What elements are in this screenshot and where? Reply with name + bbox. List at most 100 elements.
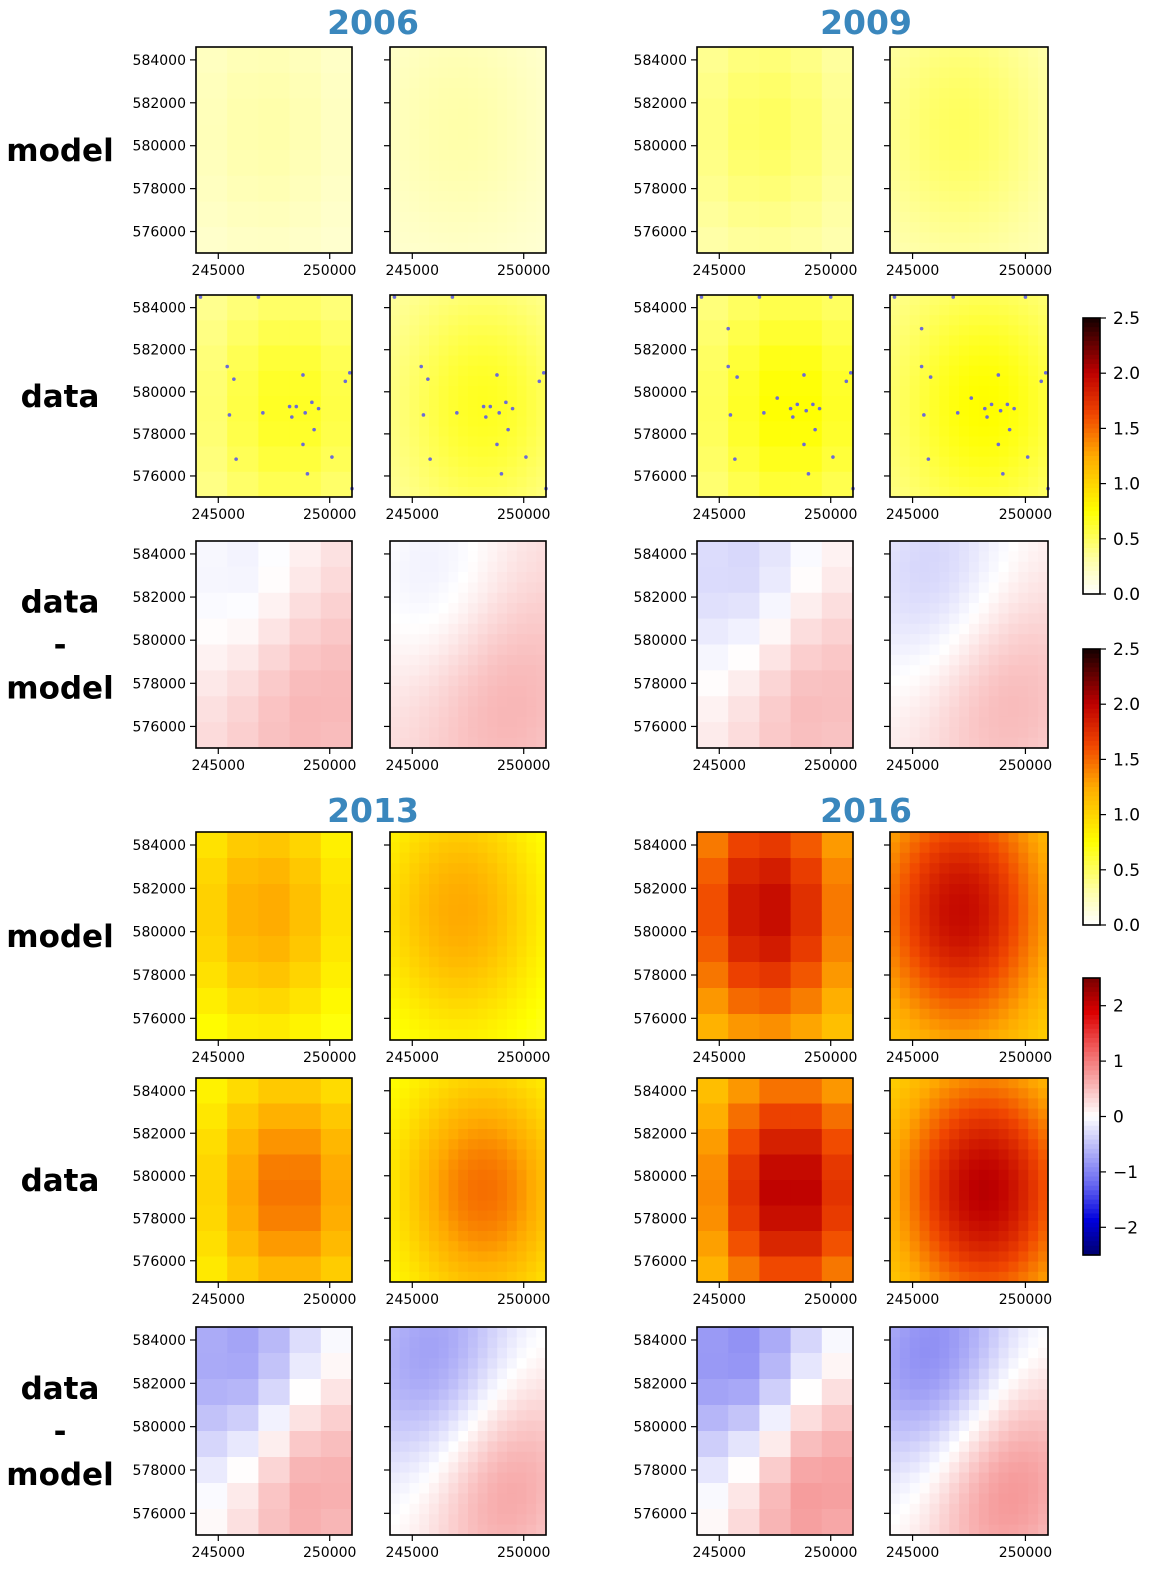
heatmap-cell <box>477 129 489 141</box>
heatmap-cell <box>1018 832 1029 843</box>
heatmap-cell <box>399 119 411 130</box>
heatmap-cell <box>458 1019 469 1031</box>
heatmap-cell <box>909 1271 921 1283</box>
heatmap-cell <box>728 541 760 568</box>
heatmap-cell <box>487 1410 498 1422</box>
heatmap-cell <box>399 201 411 213</box>
heatmap-cell <box>929 486 940 498</box>
heatmap-cell <box>978 129 990 141</box>
heatmap-cell <box>909 1420 921 1432</box>
heatmap-cell <box>988 1271 1000 1283</box>
heatmap-cell <box>477 1251 489 1263</box>
heatmap-cell <box>1038 603 1049 615</box>
heatmap-cell <box>429 737 440 749</box>
heatmap-cell <box>419 365 430 377</box>
heatmap-cell <box>536 1129 547 1140</box>
heatmap-cell <box>497 977 508 989</box>
heatmap-cell <box>998 1118 1010 1130</box>
heatmap-cell <box>458 696 469 708</box>
heatmap-cell <box>497 416 508 427</box>
heatmap-cell <box>390 108 401 120</box>
heatmap-cell <box>516 232 528 244</box>
heatmap-cell <box>988 1098 1000 1110</box>
heatmap-cell <box>399 1503 411 1515</box>
heatmap-cell <box>959 1241 970 1252</box>
heatmap-cell <box>1038 129 1049 141</box>
heatmap-cell <box>258 320 291 347</box>
heatmap-cell <box>821 1327 854 1354</box>
heatmap-cell <box>468 1078 479 1089</box>
heatmap-cell <box>526 375 537 387</box>
heatmap-cell <box>969 1029 980 1041</box>
heatmap-cell <box>536 832 547 843</box>
heatmap-cell <box>919 1118 931 1130</box>
colorbar-segment <box>1083 534 1100 540</box>
heatmap-cell <box>969 1180 980 1191</box>
heatmap-cell <box>998 476 1010 488</box>
heatmap-cell <box>409 1358 420 1370</box>
heatmap-cell <box>399 1008 411 1020</box>
heatmap-cell <box>468 170 479 182</box>
heatmap-cell <box>526 1399 537 1411</box>
heatmap-cell <box>487 385 498 397</box>
colorbar-segment <box>1083 869 1100 875</box>
heatmap-cell <box>477 1078 489 1089</box>
heatmap-cell <box>258 345 291 372</box>
heatmap-cell <box>919 1514 931 1526</box>
heatmap-cell <box>438 1129 450 1140</box>
heatmap-cell <box>728 832 760 859</box>
heatmap-cell <box>497 88 508 100</box>
heatmap-cell <box>1028 160 1039 172</box>
heatmap-cell <box>409 956 420 968</box>
heatmap-cell <box>438 335 450 347</box>
heatmap-cell <box>919 1337 931 1349</box>
heatmap-cell <box>978 1019 990 1031</box>
heatmap-cell <box>477 108 489 120</box>
heatmap-cell <box>448 1118 459 1130</box>
observation-point <box>1005 402 1010 407</box>
heatmap-cell <box>969 1019 980 1031</box>
heatmap-cell <box>497 1399 508 1411</box>
heatmap-cell <box>919 915 931 927</box>
heatmap-cell <box>390 634 401 646</box>
heatmap-cell <box>939 696 950 708</box>
heatmap-cell <box>526 242 537 254</box>
heatmap-cell <box>399 416 411 427</box>
colorbar-segment <box>1083 1162 1100 1168</box>
x-tick-label: 250000 <box>303 263 356 279</box>
heatmap-cell <box>909 925 921 937</box>
heatmap-cell <box>419 476 430 488</box>
heatmap-cell <box>419 232 430 244</box>
heatmap-cell <box>929 222 940 233</box>
heatmap-cell <box>978 1129 990 1140</box>
heatmap-cell <box>507 1503 518 1515</box>
heatmap-cell <box>929 685 940 697</box>
heatmap-cell <box>477 1524 489 1536</box>
heatmap-cell <box>998 1337 1010 1349</box>
heatmap-cell <box>516 98 528 110</box>
heatmap-cell <box>458 727 469 739</box>
heatmap-cell <box>959 1108 970 1120</box>
heatmap-cell <box>399 150 411 161</box>
heatmap-cell <box>399 466 411 478</box>
heatmap-cell <box>939 1472 950 1484</box>
x-tick-label: 245000 <box>386 758 439 774</box>
heatmap-cell <box>536 737 547 749</box>
heatmap-cell <box>949 180 960 192</box>
heatmap-cell <box>390 727 401 739</box>
observation-point <box>227 413 232 417</box>
x-tick-label: 245000 <box>386 263 439 279</box>
heatmap-cell <box>536 665 547 677</box>
heatmap-cell <box>949 1337 960 1349</box>
heatmap-cell <box>1008 201 1019 213</box>
heatmap-cell <box>988 139 1000 151</box>
heatmap-cell <box>516 936 528 947</box>
x-tick-label: 250000 <box>999 1292 1052 1308</box>
heatmap-cell <box>978 1389 990 1401</box>
heatmap-cell <box>526 977 537 989</box>
heatmap-cell <box>949 47 960 58</box>
heatmap-cell <box>697 345 729 372</box>
heatmap-cell <box>289 421 322 448</box>
heatmap-cell <box>516 1399 528 1411</box>
heatmap-cell <box>507 201 518 213</box>
